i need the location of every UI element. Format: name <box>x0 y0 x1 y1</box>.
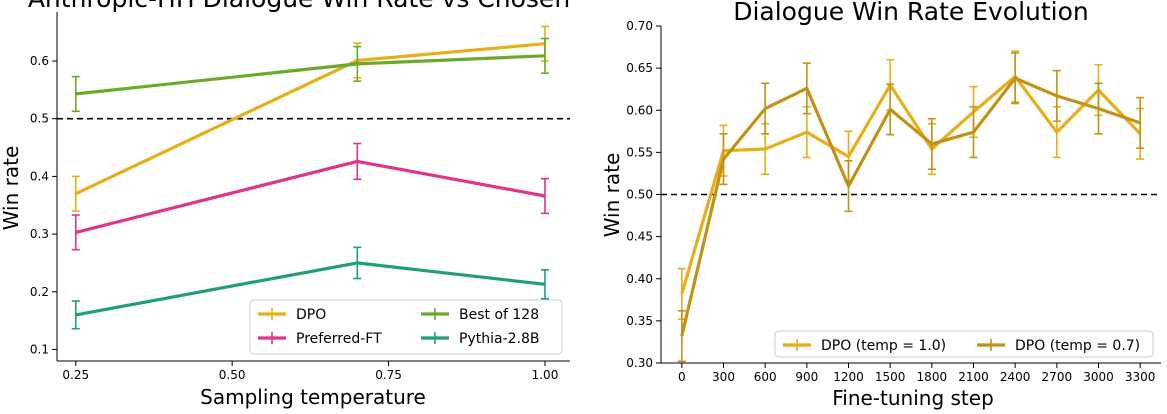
x-tick-label: 3000 <box>1083 370 1114 384</box>
legend-label: Preferred-FT <box>296 331 382 347</box>
y-tick-label: 0.50 <box>626 188 653 202</box>
legend-item: Preferred-FT <box>258 331 382 347</box>
y-tick-label: 0.5 <box>30 112 49 126</box>
series-line <box>75 54 546 96</box>
legend-box <box>249 299 563 355</box>
x-axis-label: Sampling temperature <box>200 385 426 409</box>
series-group <box>677 50 1145 363</box>
legend-item: Pythia-2.8B <box>421 331 539 347</box>
y-tick-label: 0.30 <box>626 356 653 370</box>
x-axis-label: Fine-tuning step <box>832 386 994 410</box>
x-tick-label: 2400 <box>1000 370 1031 384</box>
x-tick-label: 1500 <box>875 370 906 384</box>
legend-box <box>774 330 1154 358</box>
y-axis: 0.1 0.2 0.3 0.4 0.5 0.6 <box>30 54 57 356</box>
x-tick-label: 300 <box>712 370 735 384</box>
legend: DPO Best of 128 Preferred-FT Pythia-2.8B <box>249 299 563 355</box>
series-pythia-2-8b <box>71 246 549 330</box>
series-line <box>75 159 546 234</box>
x-tick-label: 0 <box>678 370 686 384</box>
x-tick-label: 1800 <box>917 370 948 384</box>
y-tick-label: 0.2 <box>30 285 49 299</box>
legend-label: DPO <box>296 307 326 323</box>
x-tick-label: 900 <box>795 370 818 384</box>
win-rate-vs-temperature-chart: Anthropic-HH Dialogue Win Rate vs Chosen… <box>0 0 570 409</box>
legend-label: DPO (temp = 1.0) <box>821 338 946 354</box>
x-tick-label: 3300 <box>1125 370 1156 384</box>
y-tick-label: 0.65 <box>626 61 653 75</box>
y-axis-label: Win rate <box>0 146 23 231</box>
legend-item: DPO (temp = 0.7) <box>977 338 1140 354</box>
series-dpo-temp-0-7 <box>677 52 1145 363</box>
series-group <box>71 25 549 330</box>
x-tick-label: 0.75 <box>375 368 402 382</box>
y-tick-label: 0.1 <box>30 342 49 356</box>
y-tick-label: 0.40 <box>626 272 653 286</box>
series-best-of-128 <box>71 37 549 113</box>
y-tick-label: 0.4 <box>30 169 49 183</box>
x-tick-label: 0.50 <box>219 368 246 382</box>
y-tick-label: 0.60 <box>626 103 653 117</box>
y-axis: 0.30 0.35 0.40 0.45 0.50 0.55 0.60 0.65 0.70 <box>626 19 661 370</box>
y-axis-label: Win rate <box>600 153 624 238</box>
series-line <box>680 76 1141 337</box>
y-tick-label: 0.3 <box>30 227 49 241</box>
x-axis: 0 300 600 900 1200 1500 1800 2100 2400 2700 3000 33… <box>678 363 1155 384</box>
x-tick-label: 2100 <box>958 370 989 384</box>
legend-item: DPO (temp = 1.0) <box>783 338 946 354</box>
x-tick-label: 1200 <box>833 370 864 384</box>
chart-title: Anthropic-HH Dialogue Win Rate vs Chosen <box>28 0 570 13</box>
x-tick-label: 600 <box>754 370 777 384</box>
chart-title: Dialogue Win Rate Evolution <box>733 0 1089 26</box>
x-tick-label: 0.25 <box>62 368 89 382</box>
x-tick-label: 1.00 <box>532 368 559 382</box>
series-dpo-temp-1-0 <box>677 50 1145 320</box>
series-preferred-ft <box>71 142 549 251</box>
y-tick-label: 0.70 <box>626 19 653 33</box>
legend: DPO (temp = 1.0) DPO (temp = 0.7) <box>774 330 1154 358</box>
legend-item: Best of 128 <box>421 307 539 323</box>
x-axis: 0.25 0.50 0.75 1.00 <box>62 361 558 382</box>
series-line <box>680 74 1142 295</box>
legend-label: Pythia-2.8B <box>459 331 539 347</box>
x-tick-label: 2700 <box>1042 370 1073 384</box>
legend-item: DPO <box>258 307 326 323</box>
legend-label: Best of 128 <box>459 307 539 323</box>
legend-label: DPO (temp = 0.7) <box>1015 338 1140 354</box>
y-tick-label: 0.55 <box>626 145 653 159</box>
y-tick-label: 0.45 <box>626 230 653 244</box>
y-tick-label: 0.35 <box>626 314 653 328</box>
win-rate-evolution-chart: Dialogue Win Rate Evolution Fine-tuning … <box>600 0 1161 410</box>
y-tick-label: 0.6 <box>30 54 49 68</box>
